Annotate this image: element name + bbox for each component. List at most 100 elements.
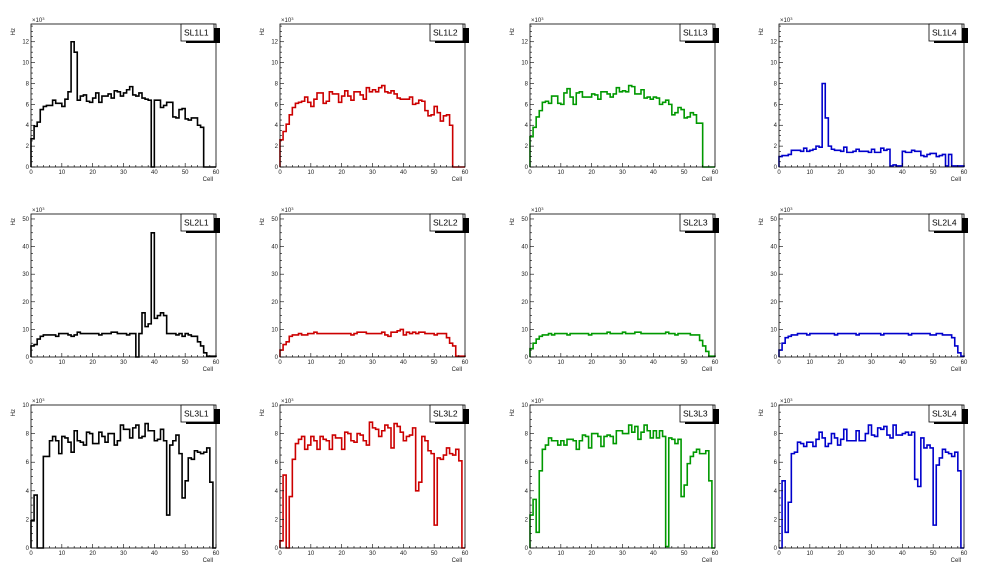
exponent-power: 3	[541, 397, 544, 402]
y-axis-title: Hz	[11, 28, 17, 35]
y-tick-label: 6	[525, 102, 529, 108]
x-axis-title: Cell	[702, 367, 712, 373]
x-tick-label: 60	[462, 170, 469, 176]
y-tick-label: 0	[774, 165, 778, 171]
histogram-panel-sl1l1: 0 10 20 30 40 50 60 0 2 4 6 8 10 12 ×103 Hz Cell SL1L1	[11, 16, 220, 183]
x-tick-label: 10	[58, 551, 65, 557]
x-tick-label: 20	[89, 170, 96, 176]
x-tick-label: 30	[369, 170, 376, 176]
x-tick-label: 20	[837, 170, 844, 176]
y-axis-title: Hz	[759, 28, 765, 35]
exponent-base: ×10	[531, 399, 542, 405]
legend-label: SL1L2	[433, 28, 458, 38]
x-tick-label: 20	[338, 360, 345, 366]
plot-frame	[529, 213, 716, 358]
legend-label: SL3L3	[683, 409, 708, 419]
histogram-line	[529, 424, 715, 549]
y-tick-label: 30	[22, 272, 29, 278]
x-tick-label: 0	[528, 170, 532, 176]
plot-frame	[279, 23, 466, 168]
y-tick-label: 0	[275, 165, 279, 171]
y-tick-label: 10	[521, 403, 528, 409]
x-axis-title: Cell	[702, 558, 712, 564]
x-tick-label: 40	[899, 551, 906, 557]
exponent-power: 3	[790, 397, 793, 402]
x-tick-label: 30	[619, 551, 626, 557]
y-tick-label: 8	[774, 432, 778, 438]
y-tick-label: 10	[770, 403, 777, 409]
legend-box	[429, 404, 464, 423]
exponent-power: 3	[291, 206, 294, 211]
y-axis-title: Hz	[759, 409, 765, 416]
y-tick-label: 0	[26, 546, 30, 552]
axis-exponent-label: ×103	[531, 16, 544, 24]
x-axis-title: Cell	[951, 558, 961, 564]
x-tick-label: 60	[712, 360, 719, 366]
exponent-base: ×10	[32, 208, 43, 214]
x-tick-label: 0	[29, 170, 33, 176]
x-tick-label: 60	[462, 551, 469, 557]
y-tick-label: 50	[521, 217, 528, 223]
x-tick-label: 50	[681, 360, 688, 366]
x-tick-label: 50	[182, 551, 189, 557]
x-tick-label: 40	[151, 360, 158, 366]
exponent-base: ×10	[531, 208, 542, 214]
y-tick-label: 2	[275, 144, 279, 150]
legend-label: SL3L1	[184, 409, 209, 419]
axis-exponent-label: ×103	[780, 16, 793, 24]
y-tick-label: 40	[271, 245, 278, 251]
y-tick-label: 30	[770, 272, 777, 278]
legend-label: SL1L4	[932, 28, 957, 38]
x-tick-label: 10	[557, 170, 564, 176]
histogram-line	[779, 424, 964, 549]
exponent-base: ×10	[281, 208, 292, 214]
histogram-line	[778, 82, 965, 167]
x-tick-label: 60	[712, 170, 719, 176]
legend-label: SL2L2	[433, 218, 458, 228]
histogram-line	[529, 84, 715, 168]
exponent-base: ×10	[281, 18, 292, 24]
x-tick-label: 10	[557, 360, 564, 366]
histogram-line	[279, 421, 465, 549]
y-axis-title: Hz	[11, 409, 17, 416]
histogram-line	[30, 422, 216, 549]
x-tick-label: 30	[369, 360, 376, 366]
exponent-base: ×10	[780, 18, 791, 24]
y-tick-label: 8	[525, 81, 529, 87]
y-tick-label: 20	[22, 300, 29, 306]
x-tick-label: 10	[58, 170, 65, 176]
x-tick-label: 0	[278, 551, 282, 557]
legend-label: SL2L3	[683, 218, 708, 228]
exponent-base: ×10	[531, 18, 542, 24]
y-tick-label: 6	[275, 102, 279, 108]
legend-label: SL2L1	[184, 218, 209, 228]
y-tick-label: 2	[525, 144, 529, 150]
x-axis-title: Cell	[203, 177, 213, 183]
plot-frame	[778, 23, 965, 168]
y-tick-label: 2	[525, 517, 529, 523]
x-tick-label: 60	[462, 360, 469, 366]
y-tick-label: 0	[525, 546, 529, 552]
y-tick-label: 0	[774, 546, 778, 552]
axis-exponent-label: ×103	[281, 16, 294, 24]
x-tick-label: 10	[806, 551, 813, 557]
y-tick-label: 10	[22, 403, 29, 409]
x-tick-label: 60	[213, 551, 220, 557]
x-tick-label: 10	[307, 360, 314, 366]
axis-exponent-label: ×103	[32, 16, 45, 24]
histogram-line	[279, 328, 466, 357]
x-tick-label: 20	[338, 170, 345, 176]
axis-exponent-label: ×103	[281, 206, 294, 214]
x-tick-label: 30	[120, 551, 127, 557]
y-tick-label: 0	[26, 165, 30, 171]
y-tick-label: 8	[26, 432, 30, 438]
y-tick-label: 50	[271, 217, 278, 223]
x-axis-title: Cell	[203, 558, 213, 564]
y-tick-label: 12	[770, 40, 777, 46]
x-tick-label: 40	[400, 360, 407, 366]
histogram-panel-sl1l2: 0 10 20 30 40 50 60 0 2 4 6 8 10 12 ×103 Hz Cell SL1L2	[260, 16, 469, 183]
exponent-base: ×10	[780, 208, 791, 214]
legend-box	[679, 23, 714, 42]
